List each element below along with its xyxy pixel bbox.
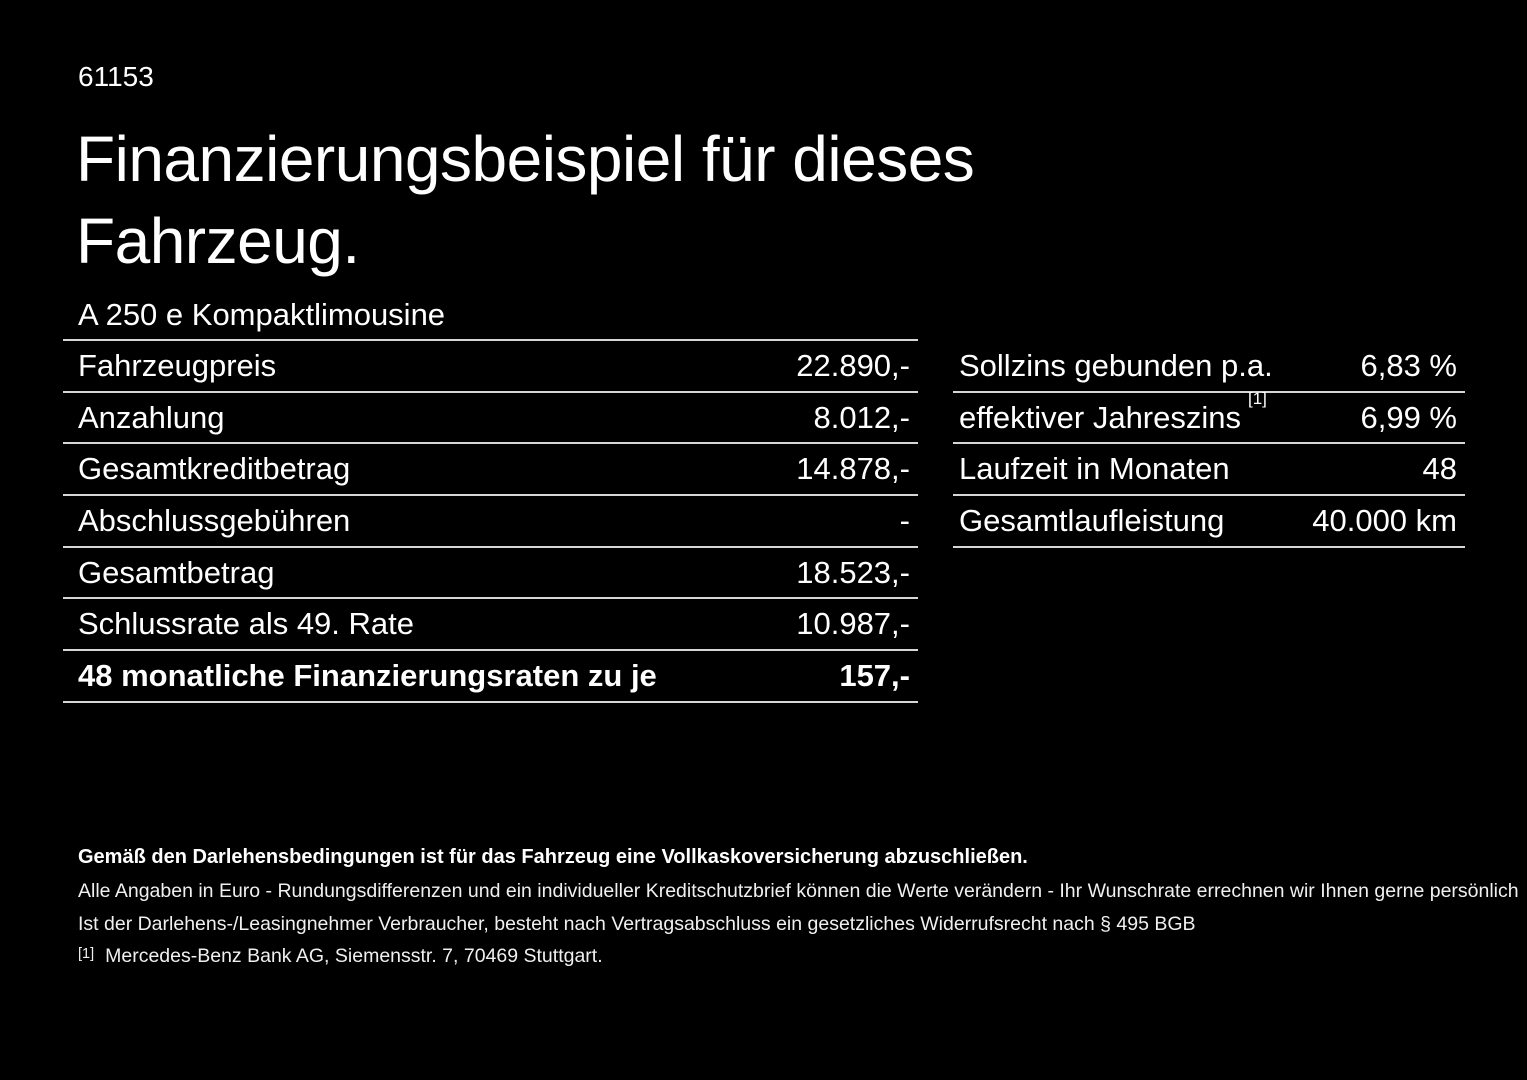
page-title-line1: Finanzierungsbeispiel für dieses <box>76 123 975 195</box>
footnote-marker: [1] <box>78 946 95 962</box>
row-value: 10.987,- <box>796 606 910 642</box>
table-row-gesamtbetrag: Gesamtbetrag 18.523,- <box>63 548 918 600</box>
table-row-anzahlung: Anzahlung 8.012,- <box>63 393 918 445</box>
row-value: 40.000 km <box>1312 502 1457 538</box>
row-value: 14.878,- <box>796 451 910 487</box>
table-row-abschlussgebuehren: Abschlussgebühren - <box>63 496 918 548</box>
row-label: Gesamtlaufleistung <box>959 502 1225 538</box>
row-label: Fahrzeugpreis <box>78 347 277 383</box>
conditions-table: Sollzins gebunden p.a. 6,83 % effektiver… <box>953 339 1465 548</box>
page-title-line2: Fahrzeug. <box>76 205 360 277</box>
page-title: Finanzierungsbeispiel für dieses Fahrzeug… <box>76 118 975 282</box>
finance-table: Fahrzeugpreis 22.890,- Anzahlung 8.012,-… <box>63 339 918 703</box>
footnote-reference-marker: [1] <box>1248 389 1267 409</box>
row-label: Laufzeit in Monaten <box>959 451 1230 487</box>
table-row-sollzins: Sollzins gebunden p.a. 6,83 % <box>953 341 1465 393</box>
table-row-effektiver-jahreszins: effektiver Jahreszins [1] 6,99 % <box>953 389 1465 445</box>
row-value: 8.012,- <box>813 399 910 435</box>
row-value: 48 <box>1422 451 1457 487</box>
table-row-monatsrate: 48 monatliche Finanzierungsraten zu je 1… <box>63 651 918 703</box>
row-label: Gesamtbetrag <box>78 554 275 590</box>
footnote-text: Mercedes-Benz Bank AG, Siemensstr. 7, 70… <box>105 945 603 967</box>
row-value: 18.523,- <box>796 554 910 590</box>
disclaimer-note-1: Alle Angaben in Euro - Rundungsdifferenz… <box>78 880 1519 902</box>
table-row-gesamtlaufleistung: Gesamtlaufleistung 40.000 km <box>953 496 1465 548</box>
row-label: Gesamtkreditbetrag <box>78 451 351 487</box>
table-row-gesamtkreditbetrag: Gesamtkreditbetrag 14.878,- <box>63 444 918 497</box>
insurance-requirement-note: Gemäß den Darlehensbedingungen ist für d… <box>78 846 1028 868</box>
table-row-laufzeit: Laufzeit in Monaten 48 <box>953 444 1465 497</box>
table-row-schlussrate: Schlussrate als 49. Rate 10.987,- <box>63 599 918 652</box>
row-label: Sollzins gebunden p.a. <box>959 347 1273 383</box>
row-label: 48 monatliche Finanzierungsraten zu je <box>78 657 657 693</box>
table-row-fahrzeugpreis: Fahrzeugpreis 22.890,- <box>63 341 918 393</box>
row-value: 6,99 % <box>1360 399 1457 435</box>
row-value: 22.890,- <box>796 347 910 383</box>
row-value: 6,83 % <box>1360 347 1457 383</box>
row-label: Anzahlung <box>78 399 225 435</box>
row-label: Abschlussgebühren <box>78 502 351 538</box>
row-label-text: effektiver Jahreszins <box>959 399 1241 435</box>
row-label: Schlussrate als 49. Rate <box>78 606 415 642</box>
disclaimer-note-2: Ist der Darlehens-/Leasingnehmer Verbrau… <box>78 913 1196 935</box>
row-value: 157,- <box>839 657 910 693</box>
document-id: 61153 <box>78 61 154 92</box>
bank-footnote: [1] Mercedes-Benz Bank AG, Siemensstr. 7,… <box>78 945 603 968</box>
row-label: effektiver Jahreszins [1] <box>953 389 1267 436</box>
vehicle-model-name: A 250 e Kompaktlimousine <box>78 297 446 332</box>
row-value: - <box>899 502 910 538</box>
